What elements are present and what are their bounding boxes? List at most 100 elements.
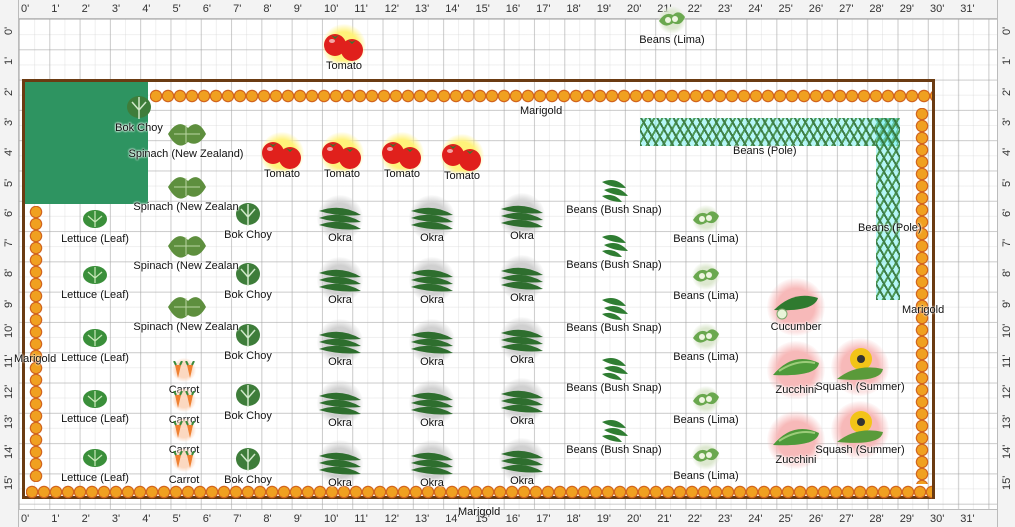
ruler-tick-y: 6' <box>3 208 15 217</box>
marigold-border-top[interactable] <box>150 88 932 104</box>
okra-icon <box>316 327 364 357</box>
ruler-tick-x: 31' <box>960 513 975 525</box>
plant-label: Bok Choy <box>224 229 272 241</box>
ruler-tick-x: 0' <box>21 3 30 15</box>
ruler-tick-x: 12' <box>384 3 399 15</box>
corner-block[interactable] <box>24 80 148 204</box>
plant-label: Okra <box>420 232 444 244</box>
cucumber-icon <box>770 292 822 322</box>
ruler-tick-x: 16' <box>505 3 521 15</box>
plant-label: Tomato <box>325 60 363 72</box>
marigold-label-bottom: Marigold <box>458 506 501 518</box>
tomato-icon <box>378 137 426 171</box>
plant-label: Bok Choy <box>224 350 272 362</box>
plant-label: Okra <box>510 415 534 427</box>
plant-label: Spinach (New Zealand) <box>128 148 244 160</box>
plant-label: Okra <box>510 475 534 487</box>
ruler-tick-x: 7' <box>233 3 242 15</box>
marigold-border-right[interactable] <box>914 108 930 484</box>
tomato-icon <box>258 137 306 171</box>
ruler-tick-x: 9' <box>293 3 302 15</box>
lettuce-icon <box>82 447 108 469</box>
pole-bean-row-vertical[interactable] <box>876 118 900 300</box>
lima-bean-icon <box>690 265 722 287</box>
plant-label: Okra <box>510 354 534 366</box>
ruler-tick-x: 15' <box>475 3 490 15</box>
right-ruler: 0' 1' 2' 3' 4' 5' 6' 7' 8' 9' 10' 11' 12' 13' 14' 15' <box>997 0 1015 527</box>
okra-icon <box>408 203 456 233</box>
plant-label: Spinach (New Zealan <box>133 260 239 272</box>
ruler-tick-x: 3' <box>111 513 121 525</box>
ruler-tick-x: 2' <box>81 513 90 525</box>
plant-label: Lettuce (Leaf) <box>61 352 129 364</box>
ruler-tick-x: 30' <box>930 513 945 525</box>
plant-label: Beans (Lima) <box>673 351 739 363</box>
plant-label: Bok Choy <box>224 474 272 486</box>
marigold-label-right: Marigold <box>902 304 945 316</box>
bush-bean-icon <box>598 231 630 259</box>
ruler-tick-y: 1' <box>1001 57 1013 66</box>
ruler-tick-x: 24' <box>748 513 763 525</box>
ruler-tick-y: 4' <box>3 147 15 157</box>
ruler-tick-y: 12' <box>3 384 15 399</box>
lettuce-icon <box>82 208 108 230</box>
lima-bean-icon <box>690 389 722 411</box>
plant-label: Beans (Lima) <box>673 470 739 482</box>
ruler-tick-y: 13' <box>3 414 15 429</box>
beans-pole-label-side: Beans (Pole) <box>858 222 922 234</box>
ruler-tick-x: 27' <box>839 513 854 525</box>
ruler-tick-x: 12' <box>384 513 399 525</box>
spinach-icon <box>162 229 210 263</box>
ruler-tick-x: 20' <box>627 513 642 525</box>
bush-bean-icon <box>598 176 630 204</box>
pole-bean-row-horizontal[interactable] <box>640 118 898 146</box>
ruler-tick-x: 18' <box>566 3 581 15</box>
ruler-tick-x: 10' <box>324 3 339 15</box>
ruler-tick-x: 23' <box>717 513 733 525</box>
marigold-label-top: Marigold <box>520 105 563 117</box>
plant-spacing-halo <box>172 448 196 472</box>
spinach-icon <box>162 290 210 324</box>
ruler-tick-x: 29' <box>899 513 915 525</box>
ruler-tick-x: 16' <box>505 513 521 525</box>
ruler-tick-x: 22' <box>687 3 702 15</box>
plant-spacing-halo <box>172 358 196 382</box>
bok-choy-icon <box>233 260 263 290</box>
ruler-tick-y: 9' <box>1001 299 1013 308</box>
marigold-border-bottom[interactable] <box>26 484 932 500</box>
ruler-tick-x: 5' <box>172 3 181 15</box>
ruler-tick-x: 29' <box>899 3 915 15</box>
plant-label: Okra <box>328 294 352 306</box>
carrot-icon <box>169 421 199 439</box>
ruler-tick-y: 7' <box>3 238 15 248</box>
ruler-tick-x: 5' <box>172 513 181 525</box>
marigold-border-left[interactable] <box>28 206 44 482</box>
plant-label: Beans (Bush Snap) <box>566 204 662 216</box>
ruler-tick-x: 19' <box>596 513 612 525</box>
ruler-tick-x: 8' <box>263 3 272 15</box>
ruler-tick-y: 15' <box>1001 475 1013 490</box>
ruler-tick-y: 9' <box>3 299 15 308</box>
ruler-tick-x: 4' <box>142 3 151 15</box>
spinach-icon <box>162 117 210 151</box>
okra-icon <box>498 386 546 416</box>
ruler-tick-x: 14' <box>445 513 460 525</box>
ruler-tick-x: 25' <box>778 3 793 15</box>
ruler-tick-x: 13' <box>414 513 430 525</box>
ruler-tick-x: 19' <box>596 3 612 15</box>
ruler-tick-x: 11' <box>354 513 368 525</box>
okra-icon <box>316 203 364 233</box>
plant-label: Lettuce (Leaf) <box>61 233 129 245</box>
zucchini-icon <box>769 355 823 385</box>
carrot-icon <box>169 451 199 469</box>
okra-icon <box>498 263 546 293</box>
ruler-tick-x: 13' <box>414 3 430 15</box>
plant-label: Beans (Lima) <box>673 414 739 426</box>
plant-label: Zucchini <box>775 384 817 396</box>
bok-choy-icon <box>124 93 154 123</box>
plant-label: Tomato <box>263 168 301 180</box>
ruler-tick-y: 4' <box>1001 147 1013 157</box>
left-ruler: 0' 1' 2' 3' 4' 5' 6' 7' 8' 9' 10' 11' 12' 13' 14' 15' <box>0 0 19 527</box>
plant-label: Lettuce (Leaf) <box>61 413 129 425</box>
